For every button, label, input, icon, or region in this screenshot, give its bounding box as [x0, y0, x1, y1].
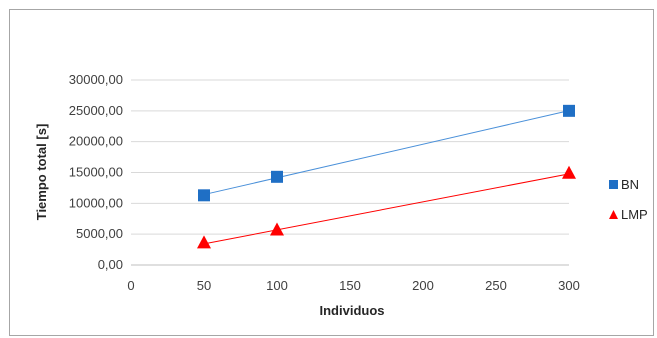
- legend-marker-bn: [609, 180, 618, 189]
- y-tick-label: 5000,00: [76, 226, 123, 241]
- y-tick-label: 20000,00: [69, 134, 123, 149]
- legend-item-bn: BN: [609, 177, 639, 192]
- y-tick-label: 15000,00: [69, 165, 123, 180]
- y-tick-label: 10000,00: [69, 195, 123, 210]
- y-axis-title: Tiempo total [s]: [34, 124, 49, 221]
- x-tick-label: 200: [412, 278, 434, 293]
- y-tick-label: 30000,00: [69, 72, 123, 87]
- y-tick-label: 0,00: [98, 257, 123, 272]
- trendline-lmp: [203, 173, 570, 245]
- legend-item-lmp: LMP: [609, 207, 648, 222]
- grid-layer: [131, 79, 569, 235]
- point-bn: [271, 170, 283, 183]
- x-tick-labels: 0 50 100 150 200 250 300: [127, 278, 579, 293]
- x-axis-title: Individuos: [320, 303, 385, 318]
- legend: BN LMP: [609, 177, 648, 222]
- y-tick-labels: 0,00 5000,00 10000,00 15000,00 20000,00 25000…: [69, 72, 123, 272]
- point-lmp: [562, 165, 576, 179]
- x-tick-label: 100: [266, 278, 288, 293]
- x-tick-label: 0: [127, 278, 134, 293]
- x-tick-label: 50: [197, 278, 211, 293]
- legend-label-bn: BN: [621, 177, 639, 192]
- point-bn: [198, 189, 210, 202]
- x-tick-label: 300: [558, 278, 580, 293]
- point-lmp: [270, 222, 284, 236]
- legend-label-lmp: LMP: [621, 207, 648, 222]
- point-bn: [563, 104, 575, 117]
- y-tick-label: 25000,00: [69, 103, 123, 118]
- x-tick-label: 150: [339, 278, 361, 293]
- point-lmp: [197, 235, 211, 249]
- legend-marker-lmp: [609, 210, 618, 219]
- trendline-bn: [203, 110, 570, 196]
- x-tick-label: 250: [485, 278, 507, 293]
- markers: [197, 104, 576, 249]
- trendlines: [203, 110, 570, 245]
